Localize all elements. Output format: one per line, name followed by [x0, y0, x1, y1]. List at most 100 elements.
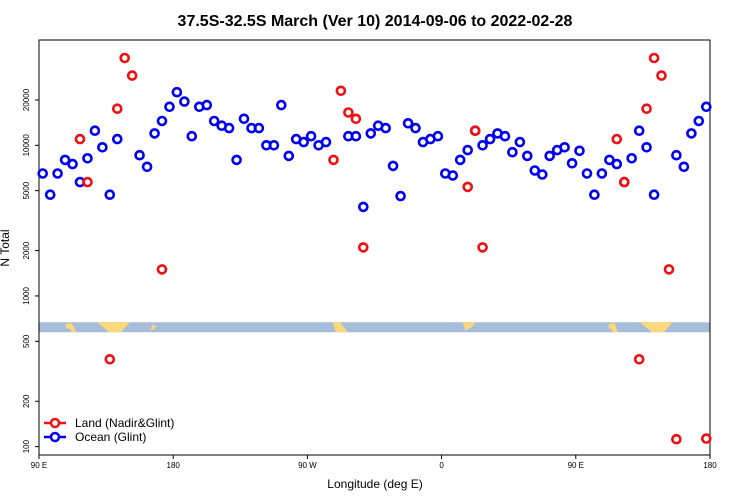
ocean-point-68 [574, 145, 585, 157]
land-point-23 [700, 433, 712, 444]
land-point-19 [648, 52, 660, 64]
ocean-point-62 [529, 165, 541, 176]
land-point-13 [469, 125, 481, 136]
ocean-point-34 [305, 130, 317, 142]
land-point-20 [656, 70, 667, 81]
land-point-22 [671, 433, 682, 445]
y-tick-label-0: 100 [22, 439, 31, 453]
ocean-point-17 [179, 96, 190, 107]
ocean-point-8 [97, 142, 108, 153]
land-point-17 [633, 353, 645, 365]
ocean-point-75 [626, 153, 638, 164]
ocean-point-64 [544, 150, 556, 162]
legend-marker-land [49, 417, 61, 429]
land-point-11 [357, 242, 369, 253]
ocean-point-53 [462, 144, 474, 156]
ocean-point-83 [700, 101, 712, 113]
ocean-point-76 [633, 125, 645, 136]
ocean-point-29 [268, 140, 280, 151]
ocean-point-81 [686, 128, 697, 139]
land-point-12 [462, 181, 474, 193]
ocean-strip [39, 322, 710, 333]
ocean-point-27 [253, 122, 265, 134]
land-point-14 [477, 242, 488, 253]
ocean-point-20 [201, 99, 213, 111]
axes: 90 E 180 90 W 0 90 E 180 100 200 500 1000 2000 5000… [22, 88, 717, 470]
x-tick-label-4: 90 E [568, 461, 584, 470]
ocean-point-71 [596, 168, 608, 179]
land-point-0 [74, 133, 86, 145]
land-point-7 [328, 154, 339, 166]
land-point-5 [126, 70, 138, 81]
ocean-point-63 [536, 169, 548, 180]
chart-title: 37.5S-32.5S March (Ver 10) 2014-09-06 to… [178, 13, 573, 30]
ocean-point-23 [223, 122, 235, 134]
ocean-point-38 [350, 130, 362, 142]
y-tick-label-7: 20000 [22, 88, 31, 111]
ocean-point-0 [37, 168, 49, 179]
land-point-16 [618, 176, 630, 188]
land-point-4 [119, 52, 130, 64]
land-shape-0 [65, 323, 77, 333]
plot-frame [38, 39, 711, 456]
ocean-point-3 [59, 154, 71, 166]
ocean-point-30 [275, 99, 287, 111]
ocean-point-2 [52, 168, 63, 179]
land-point-9 [343, 107, 354, 118]
data-points [37, 52, 712, 445]
ocean-point-4 [67, 158, 78, 170]
ocean-point-52 [454, 154, 466, 166]
ocean-point-33 [298, 136, 310, 148]
x-tick-label-2: 90 W [298, 461, 317, 470]
ocean-point-6 [82, 153, 93, 164]
land-shape-4 [462, 322, 476, 331]
land-point-6 [156, 264, 168, 275]
land-point-15 [611, 133, 623, 145]
ocean-point-79 [671, 149, 682, 161]
ocean-point-11 [134, 149, 145, 161]
y-tick-label-6: 10000 [22, 134, 31, 157]
ocean-point-49 [432, 130, 444, 142]
legend-label-ocean: Ocean (Glint) [75, 430, 146, 444]
y-tick-label-4: 2000 [22, 241, 31, 259]
ocean-point-14 [156, 115, 168, 127]
y-tick-label-3: 1000 [22, 287, 31, 305]
ocean-point-43 [387, 160, 399, 172]
land-ocean-strip [39, 322, 710, 333]
ocean-point-69 [581, 168, 593, 179]
ocean-point-73 [611, 158, 623, 170]
ocean-point-51 [447, 170, 459, 181]
ocean-point-58 [499, 130, 511, 142]
ocean-point-10 [112, 133, 123, 145]
ocean-point-36 [320, 136, 332, 148]
x-axis-label: Longitude (deg E) [327, 477, 422, 491]
legend-label-land: Land (Nadir&Glint) [75, 416, 174, 430]
ocean-point-12 [141, 161, 153, 173]
ocean-point-80 [678, 161, 690, 173]
ocean-point-39 [357, 201, 369, 213]
ocean-point-18 [186, 130, 198, 142]
ocean-point-44 [395, 190, 406, 202]
ocean-point-9 [104, 189, 116, 200]
ocean-point-55 [477, 140, 488, 151]
ocean-point-15 [164, 101, 175, 113]
ocean-point-31 [283, 150, 295, 162]
ocean-point-24 [231, 154, 242, 166]
ocean-point-59 [507, 146, 518, 158]
y-tick-label-1: 200 [22, 394, 31, 408]
legend: Land (Nadir&Glint) Ocean (Glint) [44, 416, 174, 444]
legend-marker-ocean [49, 431, 61, 443]
land-shape-3 [332, 322, 348, 333]
ocean-point-21 [208, 115, 220, 127]
ocean-point-78 [648, 189, 660, 200]
ocean-point-13 [149, 128, 160, 139]
ocean-point-40 [365, 128, 377, 139]
land-point-3 [112, 103, 123, 114]
ocean-point-42 [380, 122, 392, 134]
ocean-point-1 [44, 189, 56, 200]
ocean-point-60 [514, 136, 526, 148]
x-tick-label-3: 0 [439, 461, 444, 470]
ocean-point-56 [484, 133, 496, 145]
ocean-point-72 [604, 154, 615, 166]
